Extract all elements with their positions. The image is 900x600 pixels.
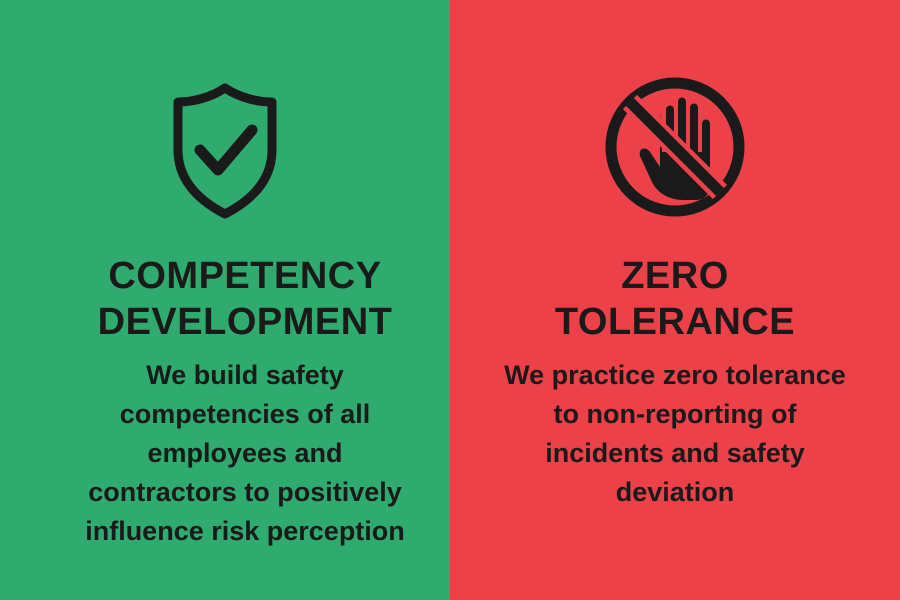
description-line: deviation	[615, 477, 735, 507]
competency-title: COMPETENCY DEVELOPMENT	[20, 253, 470, 345]
description-line: contractors to positively	[88, 477, 402, 507]
competency-panel: COMPETENCY DEVELOPMENT We build safety c…	[0, 0, 450, 600]
competency-description: We build safety competencies of all empl…	[20, 356, 470, 551]
title-line: COMPETENCY	[108, 255, 382, 297]
description-line: competencies of all	[119, 399, 371, 429]
zero-tolerance-description: We practice zero tolerance to non-report…	[450, 356, 900, 512]
shield-check-icon	[170, 80, 280, 225]
zero-tolerance-title: ZERO TOLERANCE	[450, 253, 900, 345]
description-line: incidents and safety	[545, 438, 805, 468]
zero-tolerance-panel: ZERO TOLERANCE We practice zero toleranc…	[450, 0, 900, 600]
title-line: DEVELOPMENT	[97, 301, 393, 343]
description-line: We practice zero tolerance	[504, 360, 846, 390]
title-line: ZERO	[621, 255, 729, 297]
description-line: We build safety	[146, 360, 344, 390]
description-line: to non-reporting of	[553, 399, 797, 429]
description-line: influence risk perception	[85, 516, 405, 546]
title-line: TOLERANCE	[554, 301, 796, 343]
no-hand-icon	[600, 72, 750, 227]
description-line: employees and	[147, 438, 343, 468]
